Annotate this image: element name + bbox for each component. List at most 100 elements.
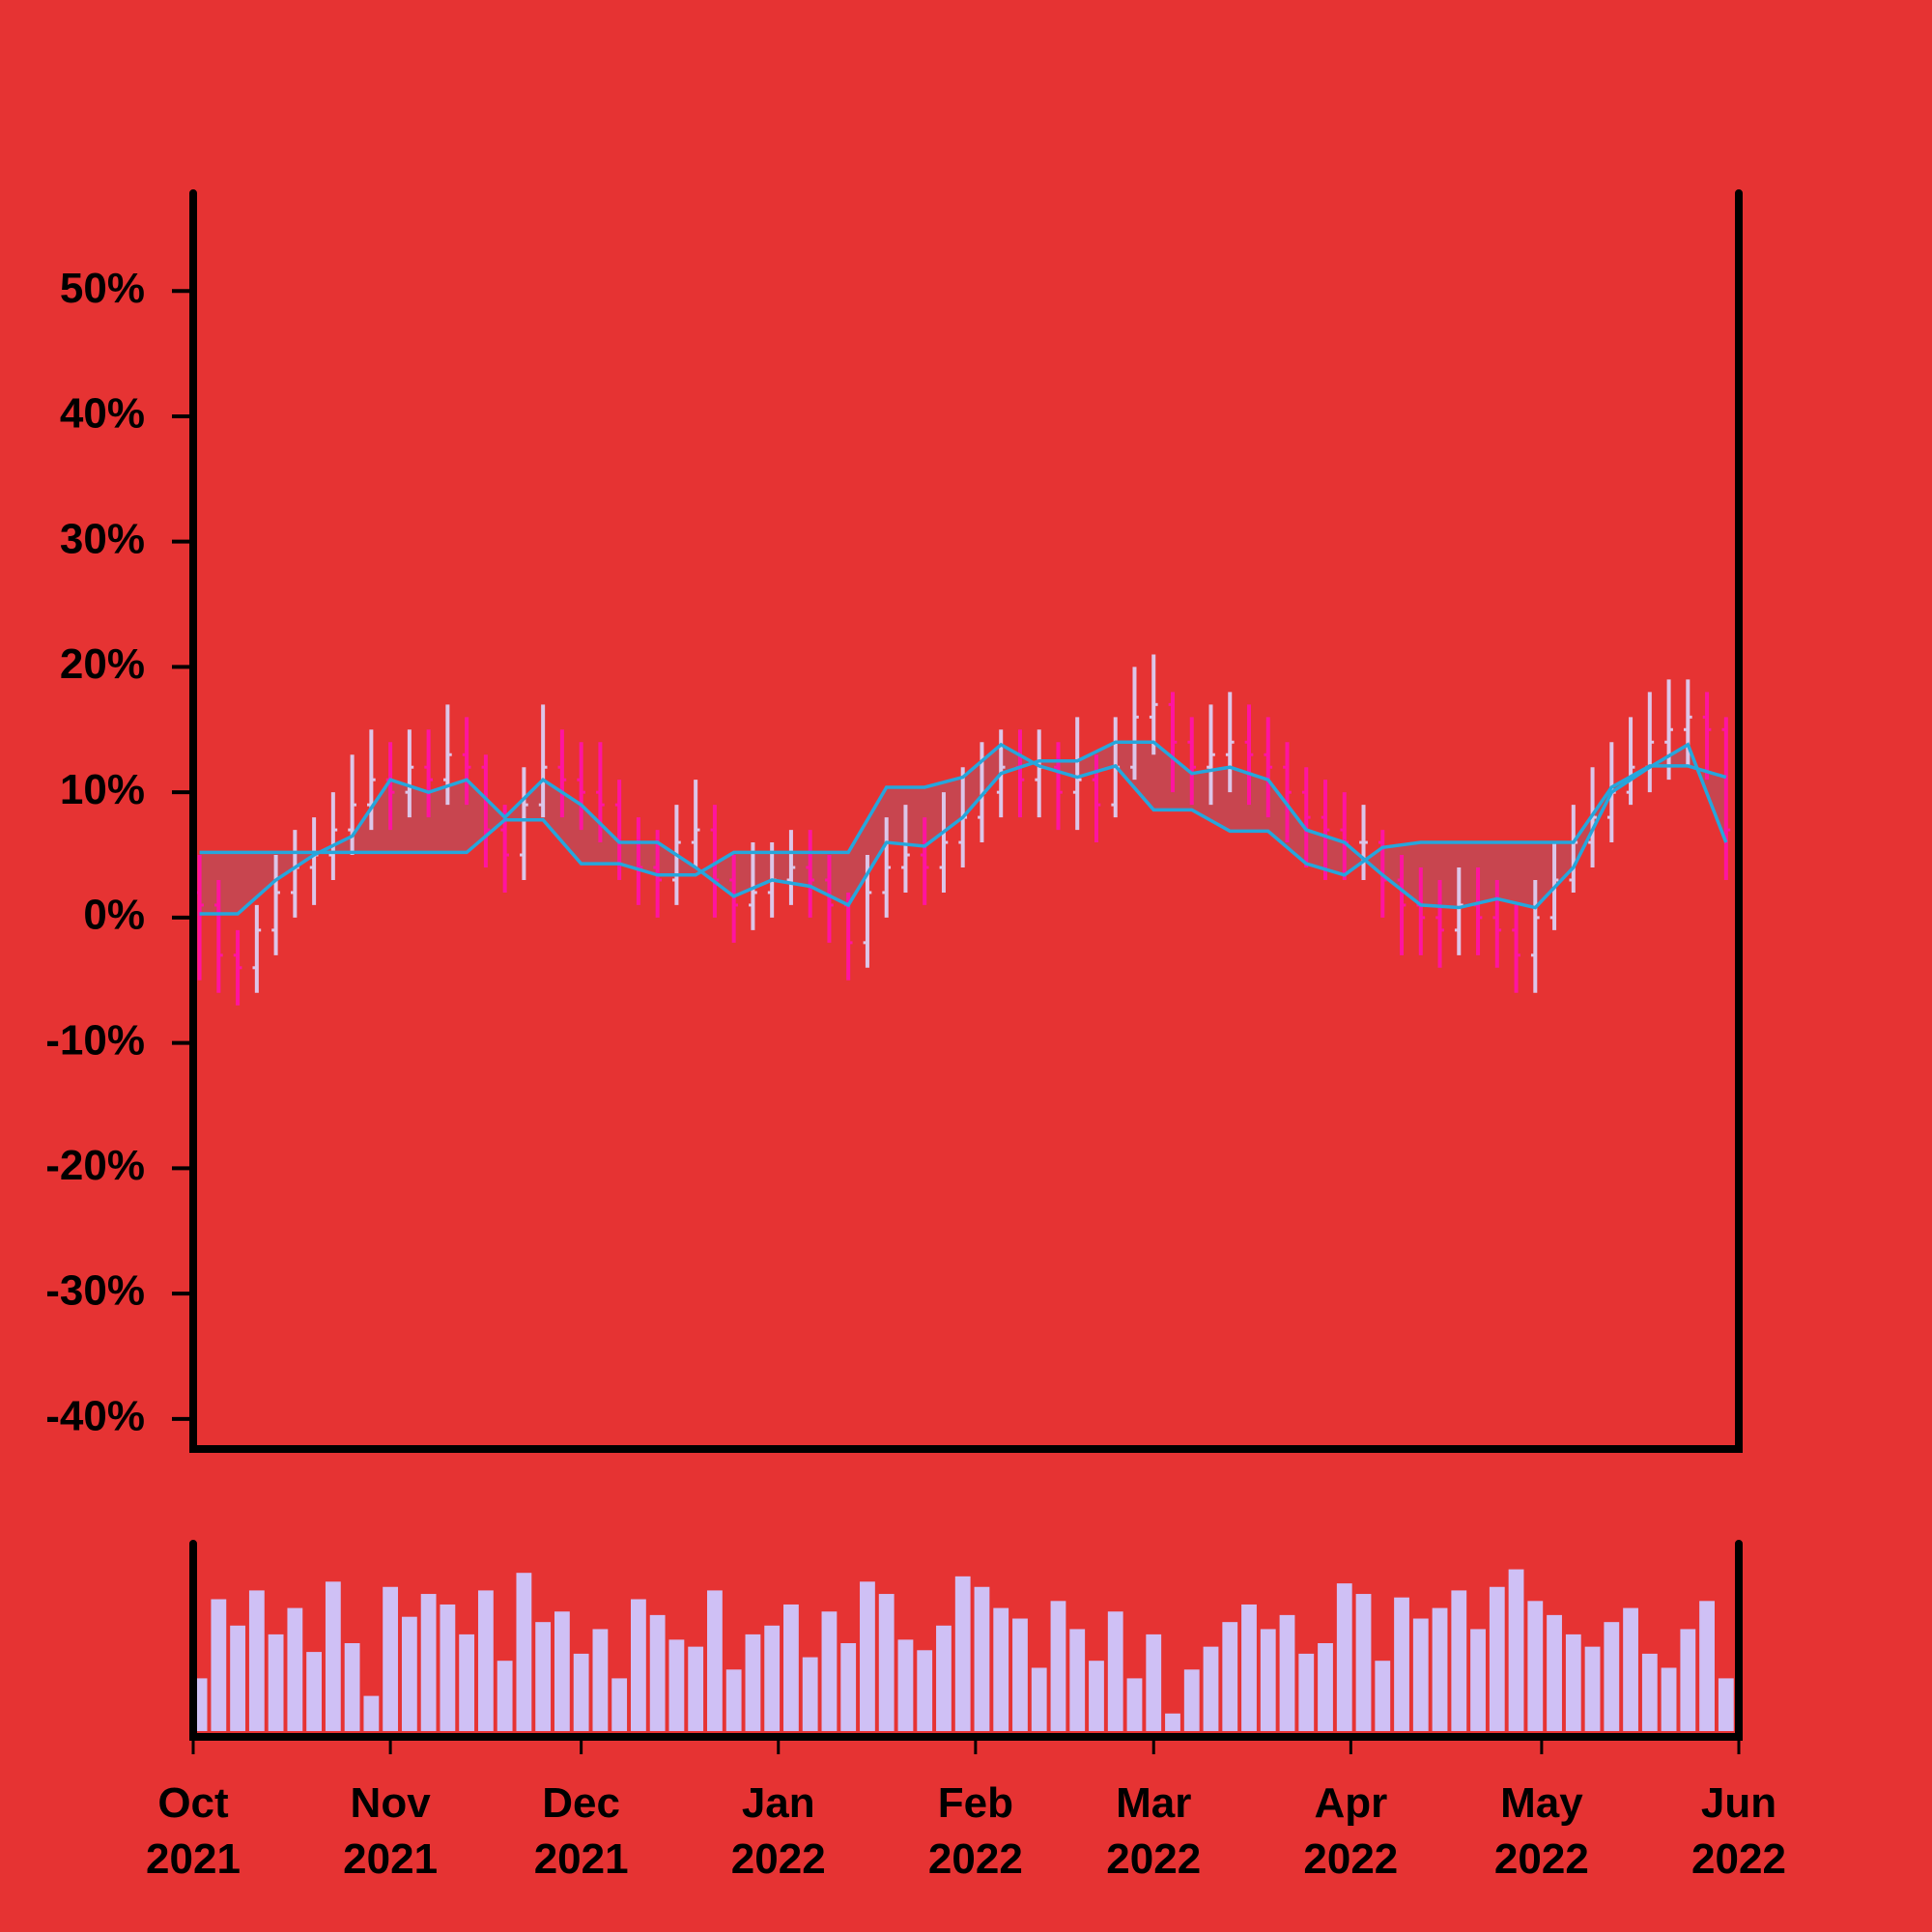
- volume-bar: [840, 1643, 857, 1731]
- x-tick-label: Oct 2021: [146, 1779, 241, 1883]
- volume-bar: [477, 1590, 494, 1731]
- volume-bar: [993, 1607, 1009, 1731]
- volume-bar: [1050, 1601, 1066, 1731]
- volume-bar: [745, 1634, 761, 1731]
- volume-bar: [1604, 1622, 1620, 1731]
- volume-bar: [535, 1622, 552, 1731]
- volume-bar: [1527, 1601, 1544, 1731]
- volume-bar: [383, 1586, 399, 1731]
- volume-bar: [1183, 1669, 1200, 1731]
- volume-bar: [917, 1650, 933, 1731]
- volume-bar: [268, 1634, 284, 1731]
- volume-bar: [1508, 1569, 1524, 1731]
- volume-bar: [649, 1614, 666, 1731]
- volume-bar: [974, 1586, 990, 1731]
- volume-bar: [287, 1607, 303, 1731]
- volume-bar: [1069, 1629, 1086, 1731]
- volume-bar: [1699, 1601, 1715, 1731]
- volume-bar: [783, 1604, 799, 1731]
- volume-bar: [725, 1669, 742, 1731]
- volume-bar: [1489, 1586, 1505, 1731]
- volume-bar: [631, 1599, 646, 1731]
- volume-bar: [1203, 1646, 1219, 1731]
- volume-bar: [592, 1629, 609, 1731]
- volume-bar: [516, 1573, 532, 1731]
- volume-bar: [1355, 1594, 1372, 1731]
- volume-bar: [306, 1652, 323, 1731]
- volume-bar: [401, 1616, 417, 1731]
- volume-bar: [897, 1639, 914, 1731]
- volume-bar: [554, 1611, 570, 1731]
- volume-bar: [936, 1625, 952, 1731]
- volume-bar: [1641, 1653, 1658, 1731]
- volume-bar: [230, 1625, 245, 1731]
- x-tick-label: Dec 2021: [533, 1779, 629, 1883]
- volume-bar: [211, 1599, 227, 1731]
- volume-bar: [821, 1611, 838, 1731]
- volume-bar: [248, 1590, 265, 1731]
- volume-bar: [1279, 1614, 1295, 1731]
- volume-bar: [1241, 1604, 1257, 1731]
- volume-bar: [1107, 1611, 1123, 1731]
- volume-bar: [860, 1581, 875, 1731]
- axis-frame: [189, 189, 1743, 1453]
- volume-bar: [611, 1678, 628, 1731]
- volume-bar: [1146, 1634, 1162, 1731]
- y-tick-label: 0%: [83, 892, 145, 939]
- volume-bar: [573, 1653, 589, 1731]
- x-tick-label: May 2022: [1493, 1779, 1589, 1883]
- volume-bar: [1565, 1634, 1581, 1731]
- volume-bar: [1165, 1713, 1180, 1731]
- y-tick-label: -10%: [45, 1016, 145, 1064]
- x-tick-label: Jan 2022: [730, 1779, 826, 1883]
- volume-bar: [764, 1625, 781, 1731]
- y-tick-label: 30%: [60, 515, 145, 562]
- volume-bar: [344, 1643, 360, 1731]
- volume-bar: [1222, 1622, 1238, 1731]
- volume-bar: [1451, 1590, 1467, 1731]
- y-tick-label: 10%: [60, 766, 145, 813]
- volume-bar: [1012, 1618, 1028, 1731]
- x-tick-label: Nov 2021: [343, 1779, 439, 1883]
- volume-bar: [420, 1594, 437, 1731]
- volume-bar: [1623, 1607, 1638, 1731]
- y-tick-label: -20%: [45, 1142, 145, 1189]
- cloud-line: [199, 742, 1727, 877]
- volume-bar: [1470, 1629, 1486, 1731]
- volume-bar: [1375, 1661, 1391, 1731]
- volume-bar: [1031, 1667, 1047, 1731]
- volume-bar: [1260, 1629, 1276, 1731]
- volume-bar: [497, 1661, 513, 1731]
- volume-bar: [802, 1657, 818, 1731]
- volume-bar: [878, 1594, 895, 1731]
- y-tick-label: -40%: [45, 1392, 145, 1439]
- volume-bar: [668, 1639, 685, 1731]
- volume-bar: [1661, 1667, 1677, 1731]
- y-tick-label: 20%: [60, 640, 145, 688]
- y-tick-label: -30%: [45, 1267, 145, 1315]
- axis-frame: [189, 1540, 1743, 1741]
- volume-bar: [1412, 1618, 1429, 1731]
- volume-bar: [688, 1646, 704, 1731]
- x-tick-label: Mar 2022: [1106, 1779, 1202, 1883]
- volume-bar: [1318, 1643, 1333, 1731]
- volume-bar: [1394, 1597, 1409, 1731]
- volume-bar: [1336, 1583, 1352, 1731]
- volume-bar: [707, 1590, 723, 1731]
- volume-bar: [440, 1604, 456, 1731]
- x-tick-label: Apr 2022: [1303, 1779, 1399, 1883]
- volume-bar: [1126, 1678, 1143, 1731]
- volume-bar: [954, 1576, 971, 1731]
- volume-bar: [1718, 1678, 1734, 1731]
- volume-bar: [1547, 1614, 1562, 1731]
- x-tick-label: Jun 2022: [1691, 1779, 1786, 1883]
- volume-bar: [1089, 1661, 1104, 1731]
- volume-bar: [1680, 1629, 1696, 1731]
- volume-bar: [459, 1634, 475, 1731]
- volume-bar: [1432, 1607, 1448, 1731]
- cloud-line: [199, 740, 1728, 916]
- volume-bar: [1298, 1653, 1315, 1731]
- volume-bar: [363, 1695, 380, 1731]
- volume-bar: [325, 1581, 341, 1731]
